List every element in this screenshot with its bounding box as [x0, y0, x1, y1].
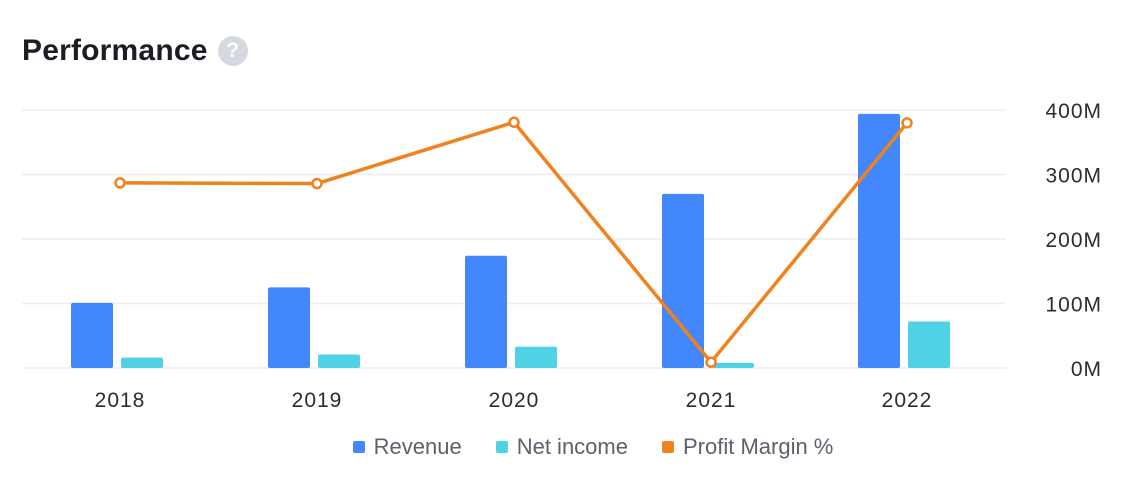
chart-header: Performance ? — [22, 34, 248, 68]
profit-margin-point — [114, 177, 126, 189]
legend-item-revenue[interactable]: Revenue — [352, 434, 462, 460]
net-income-bar — [712, 362, 754, 368]
x-tick-label: 2018 — [95, 389, 146, 412]
revenue-bar — [858, 113, 900, 369]
legend-label: Revenue — [373, 434, 462, 459]
bars — [71, 113, 950, 369]
revenue-bar — [465, 255, 507, 368]
y-tick-label: 100M — [1045, 294, 1102, 317]
legend-item-net-income[interactable]: Net income — [495, 434, 628, 460]
profit-margin-point — [508, 116, 520, 129]
net-income-bar — [318, 354, 360, 368]
revenue-bar — [662, 193, 704, 368]
profit-margin-line — [114, 116, 913, 368]
legend-swatch — [352, 441, 365, 453]
revenue-bar — [71, 302, 113, 368]
y-axis-ticks: 0M 100M 200M 300M 400M — [1045, 100, 1102, 381]
chart-title: Performance — [22, 34, 208, 67]
y-tick-label: 300M — [1045, 165, 1102, 188]
net-income-bar — [515, 346, 557, 368]
legend-label: Profit Margin % — [682, 434, 834, 459]
x-axis-ticks: 2018 2019 2020 2021 2022 — [95, 389, 933, 412]
legend-swatch — [661, 441, 674, 453]
question-mark-icon[interactable]: ? — [217, 36, 248, 66]
legend-item-profit-margin[interactable]: Profit Margin % — [661, 434, 834, 460]
profit-margin-point — [901, 117, 913, 129]
legend-label: Net income — [516, 434, 628, 459]
y-tick-label: 400M — [1045, 100, 1102, 123]
legend-swatch — [495, 441, 508, 453]
x-tick-label: 2020 — [489, 389, 540, 412]
x-tick-label: 2021 — [686, 389, 737, 412]
y-tick-label: 200M — [1045, 229, 1102, 252]
x-tick-label: 2019 — [292, 389, 343, 412]
net-income-bar — [908, 321, 950, 368]
profit-margin-polyline — [119, 120, 909, 364]
net-income-bar — [121, 357, 163, 368]
gridlines — [22, 109, 1006, 369]
y-tick-label: 0M — [1071, 358, 1102, 381]
chart-legend: Revenue Net income Profit Margin % — [0, 434, 1136, 460]
revenue-bar — [268, 287, 310, 368]
profit-margin-point — [705, 356, 717, 368]
profit-margin-point — [311, 177, 323, 190]
x-tick-label: 2022 — [882, 389, 933, 412]
